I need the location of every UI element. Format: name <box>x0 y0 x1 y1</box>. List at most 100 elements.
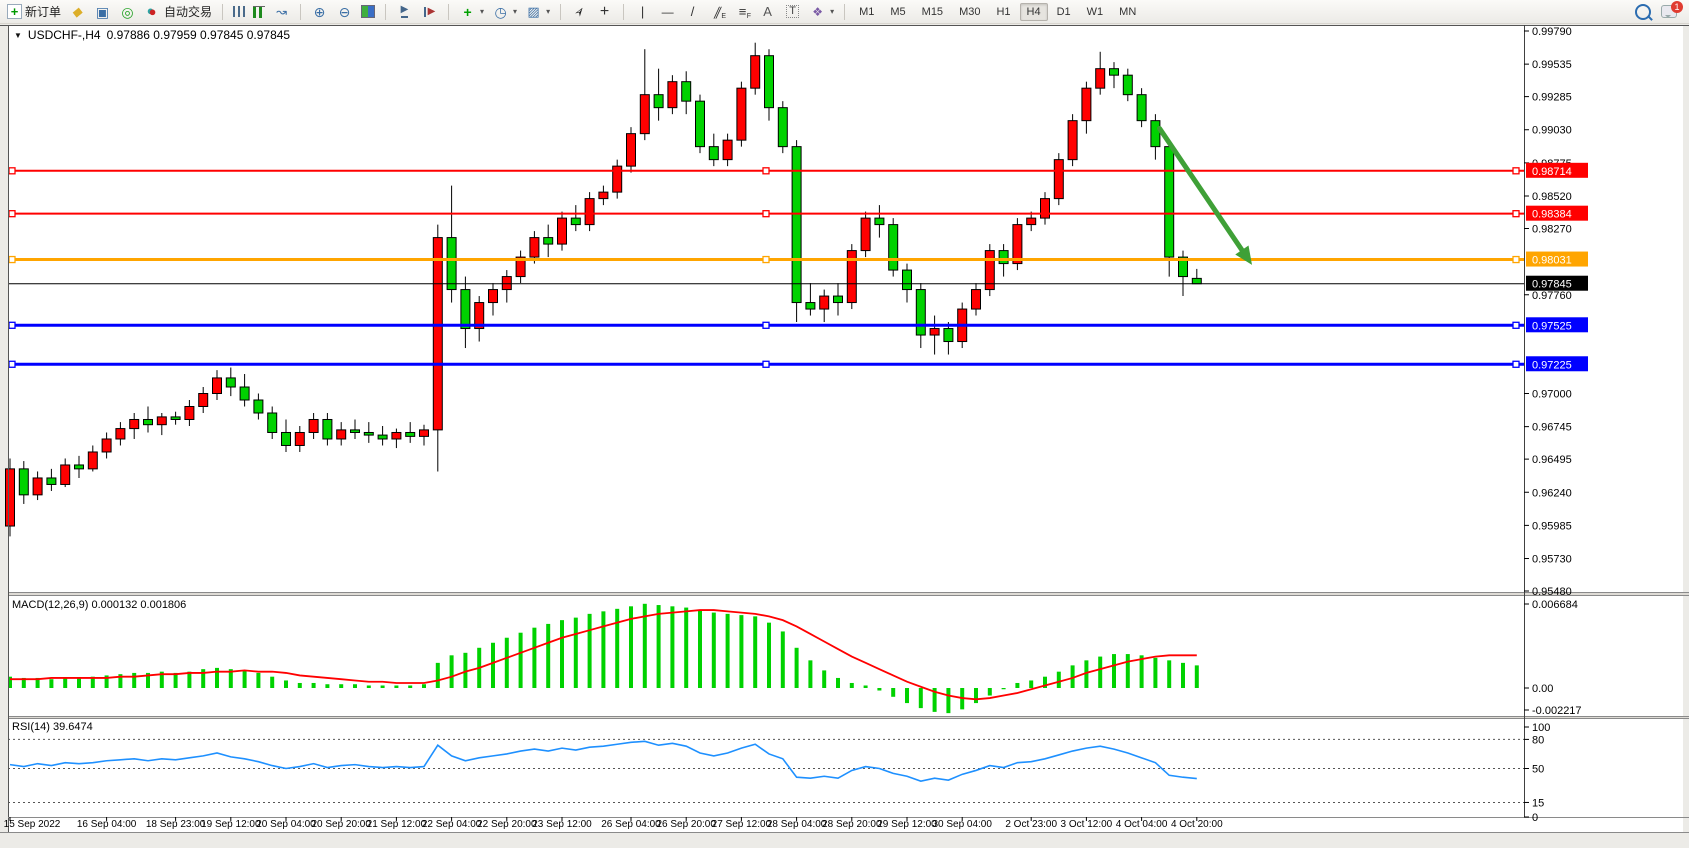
price-tick-label: 0.99030 <box>1532 125 1572 137</box>
trend-arrow[interactable] <box>1157 125 1249 260</box>
macd-histogram-bar <box>698 610 702 688</box>
chart-ohlc-values: 0.97886 0.97959 0.97845 0.97845 <box>106 28 291 42</box>
toolbar-separator <box>560 3 562 20</box>
toolbar-right: 1 <box>1635 1 1685 20</box>
support-line-1-handle[interactable] <box>8 321 16 329</box>
trend-arrow-head[interactable] <box>1235 245 1252 265</box>
periods-button[interactable]: ▾ <box>489 2 520 22</box>
chevron-down-icon: ▾ <box>830 7 835 16</box>
macd-histogram-bar <box>822 670 827 688</box>
resistance-line-2-handle[interactable] <box>8 210 16 218</box>
chart-collapse-icon[interactable]: ▼ <box>14 30 22 40</box>
auto-trading-button[interactable]: 自动交易 <box>141 1 215 22</box>
candle-body <box>971 289 981 310</box>
arrows-button[interactable]: ▾ <box>806 2 837 22</box>
price-label-box <box>1526 162 1588 178</box>
date-tick-label: 26 Sep 04:00 <box>601 819 661 830</box>
macd-histogram-bar <box>739 615 744 688</box>
price-label-text: 0.97845 <box>1532 279 1572 291</box>
indicators-button[interactable]: ▾ <box>456 2 487 22</box>
macd-histogram-bar <box>932 688 937 712</box>
panel-splitter[interactable] <box>8 592 1689 596</box>
fibo-icon <box>734 4 751 20</box>
candle-body <box>1122 74 1133 96</box>
pivot-line-handle[interactable] <box>1512 255 1520 264</box>
resistance-line-1-handle[interactable] <box>1512 167 1520 175</box>
macd-histogram-bar <box>642 603 647 688</box>
price-label-box <box>1526 275 1588 291</box>
resistance-line-2-handle[interactable] <box>1512 210 1520 218</box>
macd-histogram-bar <box>1084 660 1089 688</box>
macd-histogram-bar <box>173 672 178 688</box>
date-tick-label: 21 Sep 12:00 <box>367 819 427 830</box>
macd-histogram-bar <box>380 685 385 688</box>
timeframe-h4-button[interactable]: H4 <box>1019 2 1048 21</box>
macd-histogram-bar <box>159 671 164 688</box>
toolbar-separator <box>222 3 224 20</box>
search-icon[interactable] <box>1635 3 1651 20</box>
candlestick-chart-button[interactable] <box>250 4 268 20</box>
macd-histogram-bar <box>794 647 799 688</box>
support-line-2-handle[interactable] <box>8 360 16 368</box>
equidistant-channel-button[interactable] <box>706 2 729 22</box>
timeframe-m30-button[interactable]: M30 <box>959 5 981 18</box>
price-tick-label: 0.95730 <box>1532 554 1572 566</box>
panel-splitter[interactable] <box>8 716 1689 719</box>
timeframe-w1-button[interactable]: W1 <box>1086 5 1104 18</box>
candle-body <box>87 451 98 470</box>
rsi-tick-label: 80 <box>1532 734 1544 746</box>
macd-histogram-bar <box>905 688 909 704</box>
pivot-line-handle[interactable] <box>762 255 770 264</box>
support-line-1-handle[interactable] <box>762 321 770 329</box>
date-tick-label: 28 Sep 20:00 <box>822 819 882 830</box>
pivot-line-handle[interactable] <box>8 255 16 264</box>
timeframe-m5-button[interactable]: M5 <box>890 5 906 18</box>
candle-body <box>667 81 678 109</box>
timeframe-d1-button[interactable]: D1 <box>1056 5 1071 18</box>
candle-body <box>474 302 485 330</box>
chart-title-row: ▼ USDCHF-,H4 0.97886 0.97959 0.97845 0.9… <box>14 28 290 42</box>
candle-body <box>419 429 429 437</box>
candle-body <box>543 237 554 245</box>
bar-chart-button[interactable] <box>230 4 248 19</box>
support-line-2-handle[interactable] <box>762 360 770 368</box>
timeframe-m1-button[interactable]: M1 <box>859 5 875 18</box>
macd-histogram-bar <box>587 613 592 688</box>
timeframe-mn-button[interactable]: MN <box>1119 5 1137 18</box>
macd-histogram-bar <box>77 677 81 688</box>
support-line-2-handle[interactable] <box>1512 360 1520 368</box>
date-tick-label: 28 Sep 04:00 <box>767 819 827 830</box>
candle-body <box>1040 198 1050 219</box>
candle-body <box>377 434 388 440</box>
candle-body <box>529 237 540 258</box>
date-tick-label: 22 Sep 04:00 <box>422 819 482 830</box>
price-tick-label: 0.99535 <box>1532 59 1572 71</box>
timeframe-h1-button[interactable]: H1 <box>996 5 1011 18</box>
price-tick-label: 0.97000 <box>1532 389 1572 401</box>
fibonacci-button[interactable] <box>731 2 754 22</box>
macd-histogram-bar <box>21 677 26 688</box>
macd-tick-label: 0.006684 <box>1532 599 1578 611</box>
candle-body <box>570 217 581 226</box>
resistance-line-1-handle[interactable] <box>8 167 16 175</box>
resistance-line-1-handle[interactable] <box>762 167 770 175</box>
tile-windows-button[interactable] <box>358 3 378 20</box>
candle-body <box>929 328 940 336</box>
macd-histogram-bar <box>366 685 371 688</box>
chat-icon[interactable]: 1 <box>1661 1 1683 18</box>
candle-body <box>736 87 747 141</box>
new-order-button[interactable]: 新订单 <box>4 1 64 22</box>
macd-histogram-bar <box>629 606 633 688</box>
price-label-box <box>1526 251 1588 267</box>
timeframe-m15-button[interactable]: M15 <box>921 5 944 18</box>
macd-histogram-bar <box>891 688 896 697</box>
rsi-indicator-label: RSI(14) 39.6474 <box>12 721 93 733</box>
support-line-1-handle[interactable] <box>1512 321 1520 329</box>
templates-button[interactable]: ▾ <box>522 2 553 22</box>
resistance-line-2-handle[interactable] <box>762 210 770 218</box>
macd-histogram-bar <box>49 679 54 688</box>
rsi-line <box>9 740 1197 782</box>
candle-body <box>777 107 788 148</box>
